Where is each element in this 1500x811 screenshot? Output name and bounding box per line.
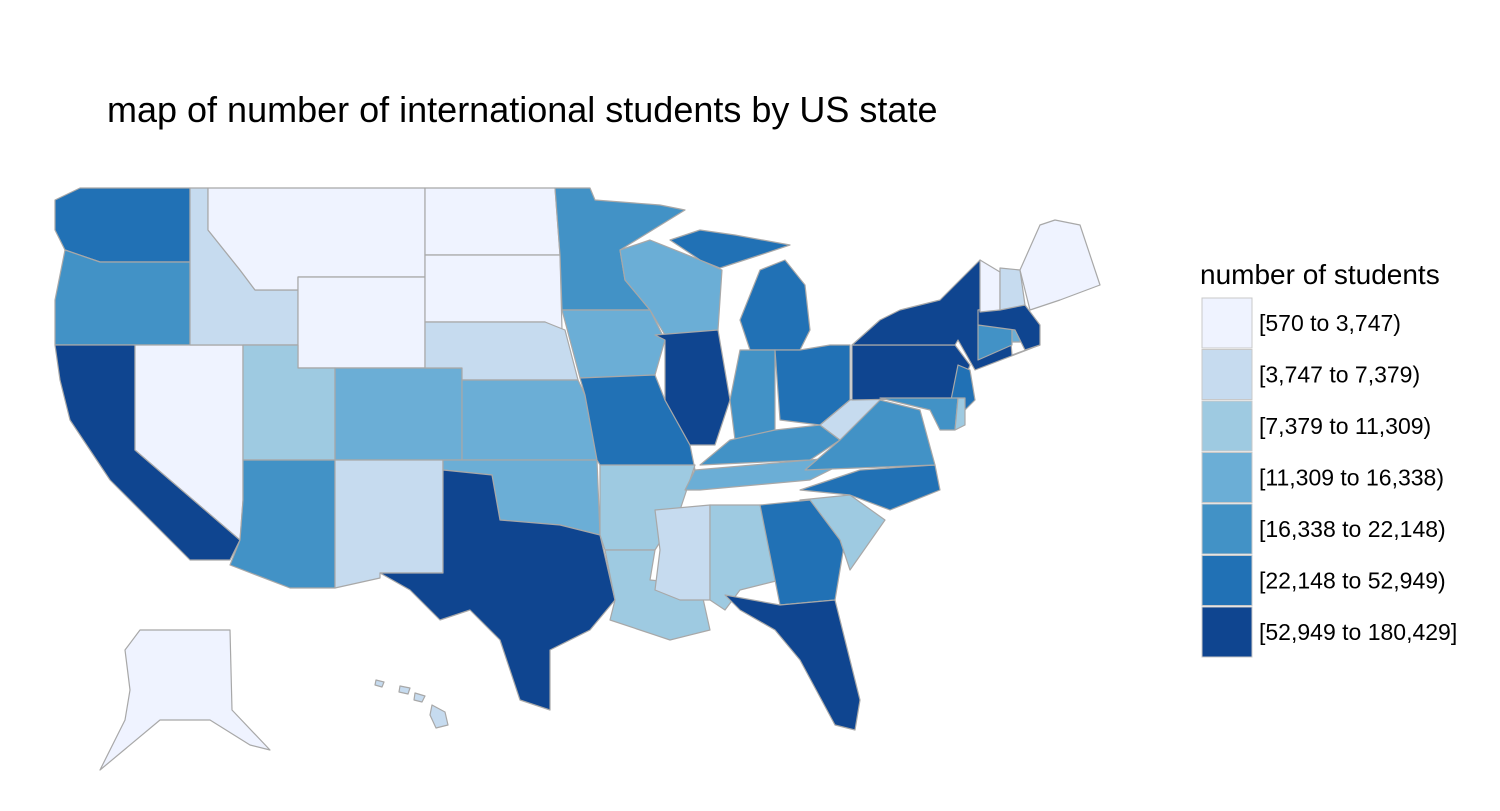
legend-label: [11,309 to 16,338)	[1259, 465, 1444, 491]
legend-swatch	[1201, 555, 1253, 606]
state	[54, 187, 191, 263]
state	[739, 259, 811, 351]
state	[759, 499, 846, 606]
state	[999, 267, 1026, 311]
state	[374, 679, 385, 688]
state	[729, 349, 776, 441]
state	[619, 239, 723, 336]
legend-title: number of students	[1200, 259, 1440, 290]
map-title: map of number of international students …	[107, 89, 937, 130]
legend-label: [3,747 to 7,379)	[1259, 362, 1420, 388]
state	[669, 229, 791, 269]
state	[398, 685, 411, 695]
state	[54, 249, 191, 346]
legend-label: [52,949 to 180,429]	[1259, 619, 1457, 645]
legend-label: [22,148 to 52,949)	[1259, 568, 1446, 594]
legend-swatch	[1201, 297, 1253, 349]
legend-swatch	[1201, 606, 1253, 658]
legend: number of students [570 to 3,747) [3,747 …	[1200, 259, 1457, 658]
state	[654, 329, 731, 446]
state	[977, 304, 1041, 351]
state	[561, 309, 666, 379]
state	[297, 276, 426, 369]
state	[424, 254, 563, 331]
state	[461, 379, 598, 461]
legend-swatch	[1201, 452, 1253, 503]
legend-swatch	[1201, 349, 1253, 400]
legend-label: [7,379 to 11,309)	[1259, 413, 1431, 439]
state	[879, 397, 959, 431]
legend-swatch	[1201, 503, 1253, 555]
state-map	[54, 187, 1101, 771]
state	[654, 504, 711, 601]
state	[604, 549, 711, 641]
state	[799, 464, 941, 511]
state	[724, 594, 861, 731]
state	[379, 469, 616, 711]
state	[334, 367, 463, 461]
legend-swatch	[1201, 400, 1253, 452]
state	[334, 459, 444, 589]
state	[229, 459, 336, 589]
legend-label: [570 to 3,747)	[1259, 310, 1401, 336]
state	[413, 692, 426, 703]
state	[424, 187, 561, 256]
state	[979, 259, 1001, 313]
state	[99, 629, 271, 771]
legend-label: [16,338 to 22,148)	[1259, 516, 1446, 542]
state	[1019, 219, 1101, 311]
state	[774, 344, 851, 426]
state	[954, 397, 966, 431]
state	[429, 704, 449, 729]
